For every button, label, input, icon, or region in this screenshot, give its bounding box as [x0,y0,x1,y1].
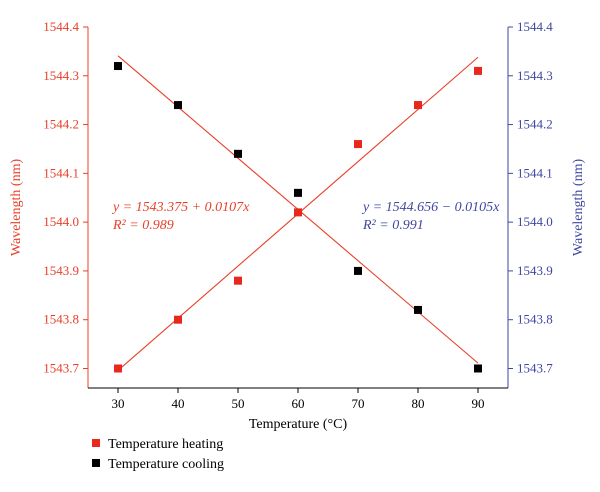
heating-fit-equation: y = 1543.375 + 0.0107x [111,200,250,215]
x-tick-label: 50 [232,396,245,411]
data-point-heating [354,140,362,149]
x-tick-label: 80 [412,396,425,411]
data-point-cooling [474,364,482,373]
right-y-tick-label: 1544.1 [517,165,553,180]
cooling-fit-r2: R² = 0.991 [362,218,424,233]
left-y-axis-title: Wavelength (nm) [9,159,24,257]
left-y-tick-label: 1544.0 [43,214,79,229]
left-y-tick-label: 1544.1 [43,165,79,180]
data-point-heating [474,66,482,75]
x-tick-label: 60 [292,396,305,411]
x-tick-label: 70 [352,396,365,411]
legend-label-heating: Temperature heating [108,437,223,452]
data-point-heating [414,101,422,110]
right-y-tick-label: 1543.7 [517,360,553,375]
left-y-tick-label: 1544.3 [43,68,79,83]
data-point-cooling [114,62,122,71]
right-y-axis-title: Wavelength (nm) [571,159,586,257]
left-y-tick-label: 1544.4 [43,19,79,34]
left-y-tick-label: 1543.9 [43,263,79,278]
right-y-tick-label: 1544.2 [517,117,553,132]
data-point-heating [234,276,242,285]
x-tick-label: 30 [112,396,125,411]
left-y-tick-label: 1543.7 [43,360,79,375]
left-y-tick-label: 1544.2 [43,117,79,132]
legend-marker-heating [92,439,100,447]
cooling-fit-equation: y = 1544.656 − 0.0105x [361,200,500,215]
legend-marker-cooling [92,459,100,467]
right-y-tick-label: 1543.9 [517,263,553,278]
data-point-heating [114,364,122,373]
data-point-cooling [414,305,422,314]
right-y-tick-label: 1544.4 [517,19,553,34]
x-tick-label: 40 [172,396,185,411]
heating-fit-r2: R² = 0.989 [112,218,174,233]
right-y-tick-label: 1543.8 [517,312,553,327]
data-point-cooling [354,266,362,275]
x-axis-title: Temperature (°C) [249,417,348,432]
left-y-tick-label: 1543.8 [43,312,79,327]
right-y-tick-label: 1544.3 [517,68,553,83]
data-point-heating [174,315,182,324]
data-point-heating [294,208,302,217]
data-point-cooling [174,101,182,110]
data-point-cooling [234,149,242,158]
plot-area: 1543.7 1543.7 1543.8 1543.8 1543.9 1543.9 1544… [9,19,586,472]
data-point-cooling [294,188,302,197]
legend-label-cooling: Temperature cooling [108,457,224,472]
right-y-tick-label: 1544.0 [517,214,553,229]
x-tick-label: 90 [472,396,485,411]
